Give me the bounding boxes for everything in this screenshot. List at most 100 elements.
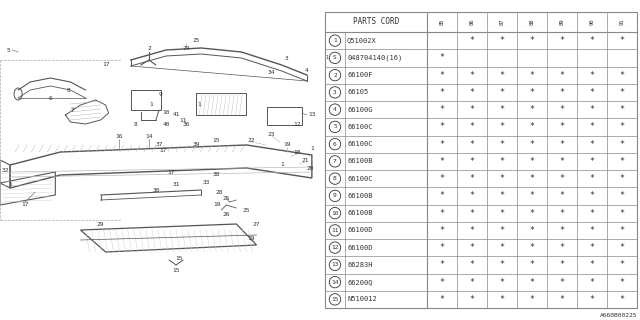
Text: 19: 19 <box>214 203 221 207</box>
Text: *: * <box>559 191 564 200</box>
Text: 15: 15 <box>212 138 220 142</box>
Text: 90: 90 <box>589 19 595 25</box>
Text: 66100B: 66100B <box>347 158 372 164</box>
Text: A660B00225: A660B00225 <box>600 313 637 318</box>
Text: 11: 11 <box>332 228 339 233</box>
Text: *: * <box>559 88 564 97</box>
Text: *: * <box>559 157 564 166</box>
Text: *: * <box>589 140 595 148</box>
Text: *: * <box>620 71 625 80</box>
Text: 66100F: 66100F <box>347 72 372 78</box>
Text: 39: 39 <box>193 142 200 148</box>
Text: 10: 10 <box>163 109 170 115</box>
Text: *: * <box>500 260 505 269</box>
Text: 28: 28 <box>216 189 223 195</box>
Text: *: * <box>500 36 505 45</box>
Text: 66100G: 66100G <box>347 107 372 113</box>
Text: 19: 19 <box>283 142 291 148</box>
Text: 12: 12 <box>293 123 301 127</box>
Text: 5: 5 <box>333 124 337 129</box>
Text: 27: 27 <box>253 222 260 228</box>
Text: *: * <box>470 71 475 80</box>
Text: 17: 17 <box>102 62 109 68</box>
Text: *: * <box>589 278 595 287</box>
Text: *: * <box>530 105 534 114</box>
Text: N510012: N510012 <box>347 296 377 302</box>
Text: *: * <box>500 157 505 166</box>
Text: *: * <box>559 209 564 218</box>
Text: 86: 86 <box>470 19 475 25</box>
Text: *: * <box>500 122 505 132</box>
Text: 66200Q: 66200Q <box>347 279 372 285</box>
Text: *: * <box>440 295 445 304</box>
Text: *: * <box>470 105 475 114</box>
Text: *: * <box>559 105 564 114</box>
Text: *: * <box>440 157 445 166</box>
Text: *: * <box>559 295 564 304</box>
Text: *: * <box>530 226 534 235</box>
Text: *: * <box>500 140 505 148</box>
Text: 1: 1 <box>197 102 201 108</box>
Text: 88: 88 <box>530 19 534 25</box>
Text: *: * <box>470 226 475 235</box>
Text: 14: 14 <box>332 280 339 284</box>
Text: *: * <box>530 209 534 218</box>
Text: *: * <box>470 88 475 97</box>
Text: *: * <box>530 174 534 183</box>
Text: Q51002X: Q51002X <box>347 38 377 44</box>
Text: 26: 26 <box>223 212 230 217</box>
Text: *: * <box>440 243 445 252</box>
Text: 20: 20 <box>306 165 314 171</box>
Text: 24: 24 <box>182 46 190 52</box>
Text: *: * <box>620 260 625 269</box>
Text: *: * <box>530 191 534 200</box>
Text: 25: 25 <box>243 207 250 212</box>
Text: *: * <box>440 278 445 287</box>
Text: 1: 1 <box>310 146 314 150</box>
Text: 2: 2 <box>333 73 337 78</box>
Text: *: * <box>530 157 534 166</box>
Text: 36: 36 <box>182 123 190 127</box>
Text: *: * <box>500 226 505 235</box>
Text: *: * <box>470 122 475 132</box>
Text: *: * <box>559 174 564 183</box>
Text: *: * <box>589 174 595 183</box>
Text: 66100D: 66100D <box>347 244 372 251</box>
Text: *: * <box>589 260 595 269</box>
Text: *: * <box>559 36 564 45</box>
Text: 8: 8 <box>333 176 337 181</box>
Text: 15: 15 <box>332 297 339 302</box>
Text: 10: 10 <box>332 211 339 216</box>
Text: *: * <box>559 71 564 80</box>
Text: *: * <box>620 88 625 97</box>
Text: *: * <box>530 243 534 252</box>
Text: 16: 16 <box>115 134 122 140</box>
Text: *: * <box>620 174 625 183</box>
Text: *: * <box>500 295 505 304</box>
Text: *: * <box>530 71 534 80</box>
Text: *: * <box>500 71 505 80</box>
Text: *: * <box>470 209 475 218</box>
Text: *: * <box>470 260 475 269</box>
Text: *: * <box>530 88 534 97</box>
Text: *: * <box>589 243 595 252</box>
Text: *: * <box>470 243 475 252</box>
Text: *: * <box>589 209 595 218</box>
Text: *: * <box>559 260 564 269</box>
Text: *: * <box>589 71 595 80</box>
Text: *: * <box>440 226 445 235</box>
Text: 4: 4 <box>305 68 308 73</box>
Text: *: * <box>470 157 475 166</box>
Text: 2: 2 <box>147 45 151 51</box>
Text: *: * <box>589 122 595 132</box>
Text: 87: 87 <box>500 19 505 25</box>
Text: *: * <box>530 295 534 304</box>
Text: *: * <box>620 140 625 148</box>
Text: 41: 41 <box>172 113 180 117</box>
Text: PARTS CORD: PARTS CORD <box>353 18 399 27</box>
Text: 17: 17 <box>167 170 175 174</box>
Text: *: * <box>470 278 475 287</box>
Text: 22: 22 <box>248 138 255 142</box>
Text: 13: 13 <box>332 262 339 268</box>
Text: 9: 9 <box>333 193 337 198</box>
